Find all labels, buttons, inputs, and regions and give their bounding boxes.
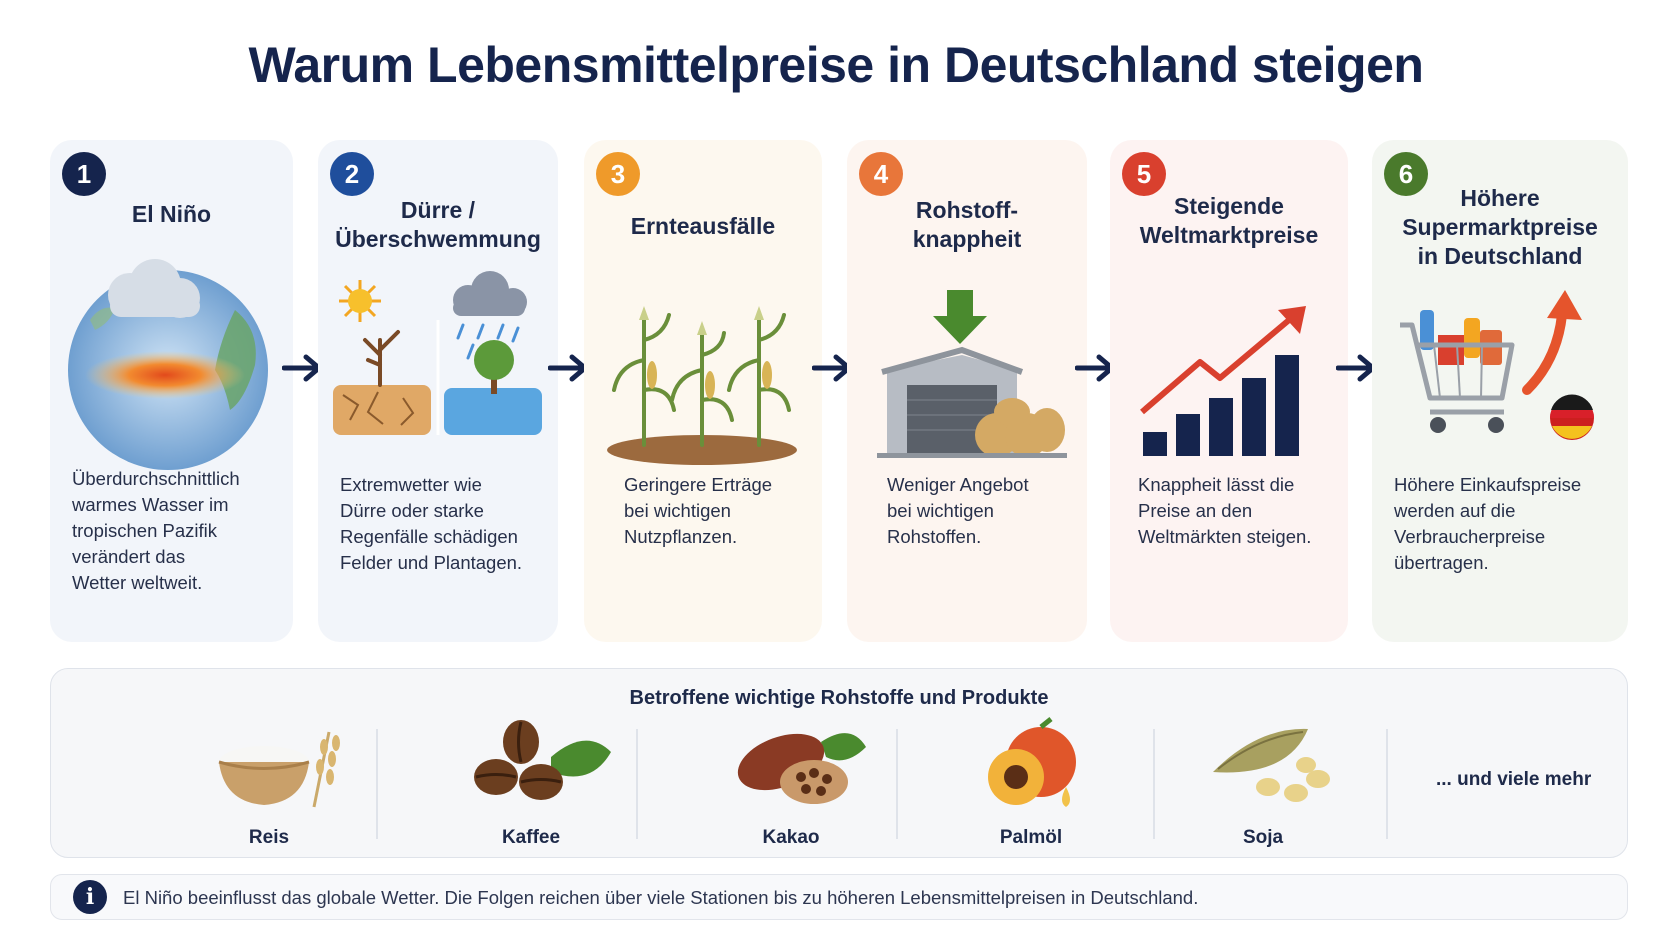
step-card-1: 1 El Niño Überdurchschnittlich warmes Wa… bbox=[50, 140, 293, 642]
step-title: El Niño bbox=[50, 200, 293, 229]
step-description: Weniger Angebot bei wichtigen Rohstoffen… bbox=[887, 472, 1107, 550]
divider bbox=[1153, 729, 1155, 839]
step-title: Steigende Weltmarktpreise bbox=[1110, 192, 1348, 250]
product-label: Palmöl bbox=[999, 827, 1063, 848]
divider bbox=[896, 729, 898, 839]
step-badge: 2 bbox=[330, 152, 374, 196]
divider bbox=[1386, 729, 1388, 839]
desc-line: Geringere Erträge bbox=[624, 474, 773, 495]
desc-line: bei wichtigen bbox=[887, 500, 994, 521]
desc-line: Überdurchschnittlich bbox=[72, 468, 240, 489]
step-title-line: knappheit bbox=[912, 226, 1022, 252]
info-bar: i El Niño beeinflusst das globale Wetter… bbox=[50, 874, 1628, 920]
step-title-line: El Niño bbox=[131, 201, 212, 227]
step-title: Höhere Supermarktpreise in Deutschland bbox=[1372, 184, 1628, 271]
divider bbox=[636, 729, 638, 839]
desc-line: übertragen. bbox=[1394, 552, 1489, 573]
desc-line: Felder und Plantagen. bbox=[340, 552, 523, 573]
product-coffee: Kaffee bbox=[431, 717, 631, 852]
step-badge: 6 bbox=[1384, 152, 1428, 196]
soy-icon bbox=[1213, 728, 1330, 802]
desc-line: Dürre oder starke bbox=[340, 500, 484, 521]
products-panel: Betroffene wichtige Rohstoffe und Produk… bbox=[50, 668, 1628, 858]
cocoa-icon bbox=[737, 733, 866, 804]
drought-flood-icon bbox=[333, 271, 542, 435]
product-label: Reis bbox=[248, 827, 290, 848]
desc-line: Nutzpflanzen. bbox=[624, 526, 738, 547]
step-title-line: in Deutschland bbox=[1417, 243, 1583, 269]
step-badge: 3 bbox=[596, 152, 640, 196]
divider bbox=[376, 729, 378, 839]
desc-line: Verbraucherpreise bbox=[1394, 526, 1546, 547]
step-title: Ernteausfälle bbox=[584, 212, 822, 241]
step-badge: 1 bbox=[62, 152, 106, 196]
desc-line: Wetter weltweit. bbox=[72, 572, 203, 593]
more-products-label: ... und viele mehr bbox=[1436, 769, 1592, 790]
shopping-cart-icon bbox=[1400, 290, 1594, 440]
desc-line: Weltmärkten steigen. bbox=[1138, 526, 1312, 547]
step-description: Überdurchschnittlich warmes Wasser im tr… bbox=[72, 466, 292, 596]
globe-icon bbox=[68, 259, 268, 470]
desc-line: Regenfälle schädigen bbox=[340, 526, 518, 547]
desc-line: Knappheit lässt die bbox=[1138, 474, 1295, 495]
step-card-2: 2 Dürre / Überschwemmung Extremwetter wi… bbox=[318, 140, 558, 642]
corn-field-icon bbox=[607, 306, 797, 465]
step-title-line: Höhere bbox=[1460, 185, 1540, 211]
step-description: Extremwetter wie Dürre oder starke Regen… bbox=[340, 472, 560, 576]
step-title: Rohstoff- knappheit bbox=[847, 196, 1087, 254]
info-text: El Niño beeinflusst das globale Wetter. … bbox=[123, 887, 1199, 908]
desc-line: Preise an den bbox=[1138, 500, 1253, 521]
step-badge: 4 bbox=[859, 152, 903, 196]
product-soy: Soja bbox=[1163, 717, 1363, 852]
step-description: Geringere Erträge bei wichtigen Nutzpfla… bbox=[624, 472, 844, 550]
step-card-4: 4 Rohstoff- knappheit Weniger Angebot be… bbox=[847, 140, 1087, 642]
step-title-line: Dürre / bbox=[400, 197, 476, 223]
desc-line: Rohstoffen. bbox=[887, 526, 982, 547]
info-icon: i bbox=[73, 880, 107, 914]
coffee-icon bbox=[474, 720, 611, 800]
desc-line: Extremwetter wie bbox=[340, 474, 482, 495]
product-label: Kaffee bbox=[501, 827, 561, 848]
step-description: Höhere Einkaufspreise werden auf die Ver… bbox=[1394, 472, 1614, 576]
step-title-line: Supermarktpreise bbox=[1402, 214, 1598, 240]
step-title-line: Steigende bbox=[1174, 193, 1284, 219]
page-title: Warum Lebensmittelpreise in Deutschland … bbox=[248, 37, 1424, 93]
desc-line: werden auf die bbox=[1394, 500, 1516, 521]
product-cocoa: Kakao bbox=[691, 717, 891, 852]
step-title: Dürre / Überschwemmung bbox=[318, 196, 558, 254]
desc-line: Höhere Einkaufspreise bbox=[1394, 474, 1582, 495]
rice-icon bbox=[218, 731, 340, 808]
step-description: Knappheit lässt die Preise an den Weltmä… bbox=[1138, 472, 1358, 550]
product-label: Soja bbox=[1242, 827, 1284, 848]
rising-chart-icon bbox=[1140, 306, 1306, 456]
products-title: Betroffene wichtige Rohstoffe und Produk… bbox=[629, 687, 1049, 709]
step-title-line: Weltmarktpreise bbox=[1139, 222, 1319, 248]
desc-line: Weniger Angebot bbox=[887, 474, 1029, 495]
product-label: Kakao bbox=[762, 827, 820, 848]
desc-line: verändert das bbox=[72, 546, 186, 567]
product-palm-oil: Palmöl bbox=[931, 717, 1131, 852]
desc-line: tropischen Pazifik bbox=[72, 520, 217, 541]
step-card-3: 3 Ernteausfälle Geringere Erträge bei wi… bbox=[584, 140, 822, 642]
step-card-5: 5 Steigende Weltmarktpreise Knappheit lä… bbox=[1110, 140, 1348, 642]
warehouse-icon bbox=[877, 290, 1067, 458]
step-badge: 5 bbox=[1122, 152, 1166, 196]
desc-line: warmes Wasser im bbox=[72, 494, 229, 515]
product-rice: Reis bbox=[169, 717, 369, 852]
step-title-line: Überschwemmung bbox=[335, 226, 541, 252]
step-title-line: Ernteausfälle bbox=[630, 213, 776, 239]
palm-fruit-icon bbox=[988, 717, 1076, 807]
step-card-6: 6 Höhere Supermarktpreise in Deutschland… bbox=[1372, 140, 1628, 642]
step-title-line: Rohstoff- bbox=[915, 197, 1019, 223]
desc-line: bei wichtigen bbox=[624, 500, 731, 521]
